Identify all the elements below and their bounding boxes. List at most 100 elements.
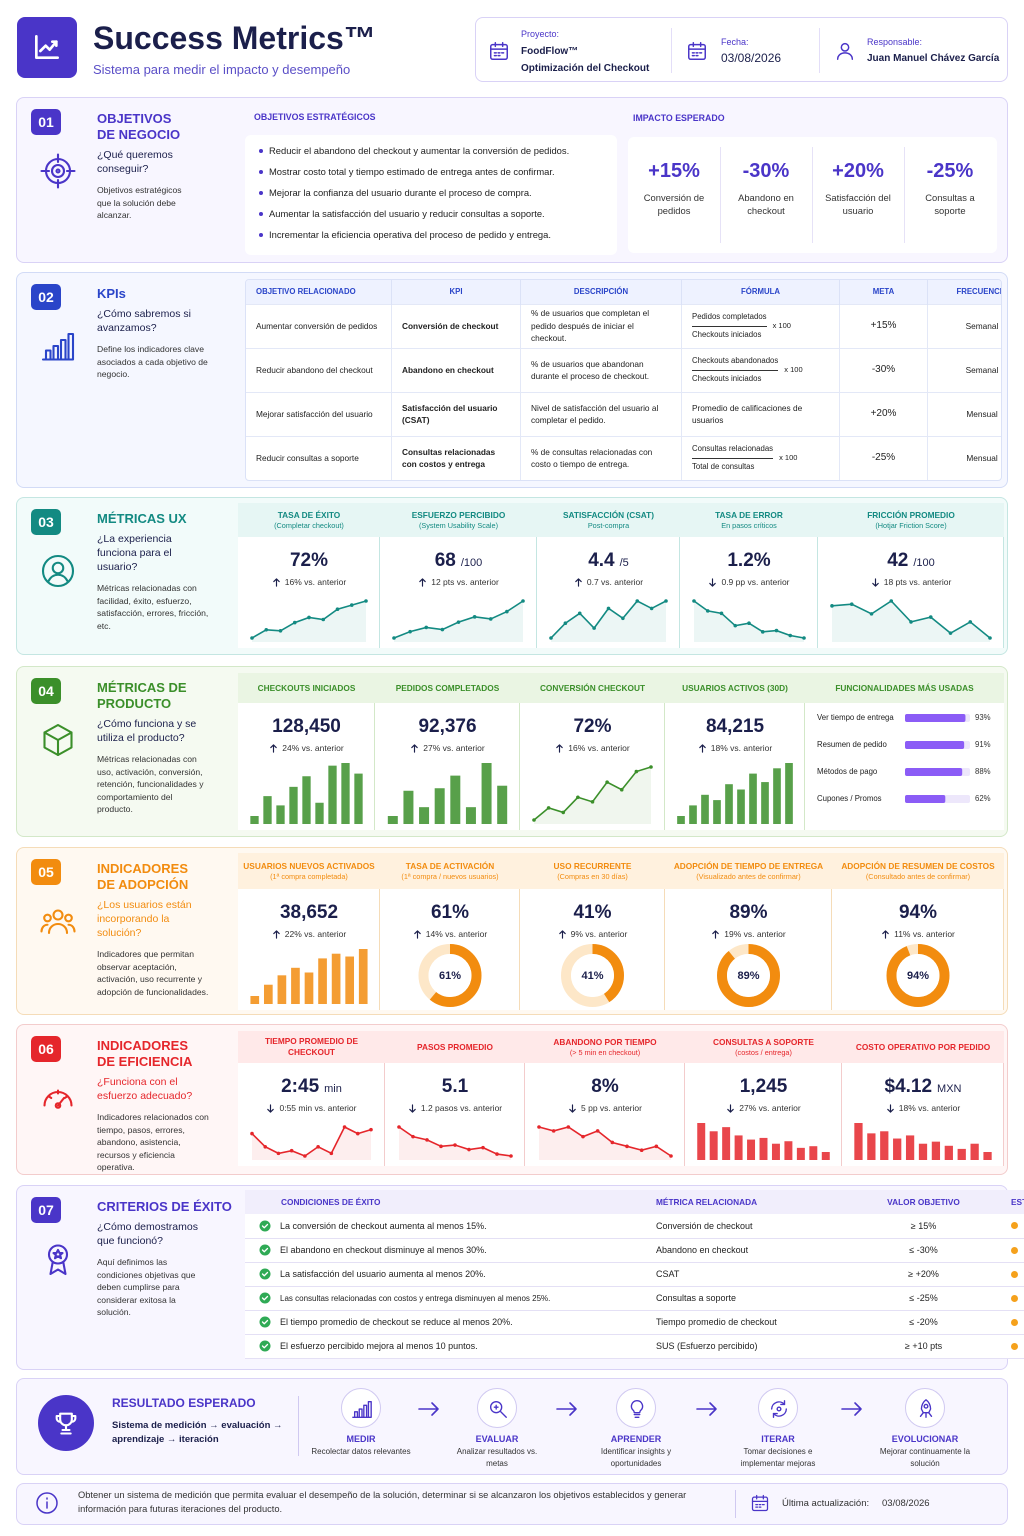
column-header: META <box>839 280 928 304</box>
chart <box>677 763 793 824</box>
change-row: 27% vs. anterior <box>685 1102 842 1114</box>
card-header: PASOS PROMEDIO <box>385 1031 525 1063</box>
cell-text: La satisfacción del usuario aumenta al m… <box>280 1269 486 1279</box>
bar <box>796 1147 805 1160</box>
chart <box>692 599 806 642</box>
objective-item: Aumentar la satisfacción del usuario y r… <box>269 208 545 219</box>
change-row: 16% vs. anterior <box>520 742 665 754</box>
metric-change: 11% vs. anterior <box>894 929 955 939</box>
point <box>988 636 992 640</box>
table-cell: % de usuarios que completan el pedido de… <box>520 304 682 348</box>
bar <box>970 1143 979 1160</box>
formula-multiplier: x 100 <box>779 453 798 462</box>
change-row: 19% vs. anterior <box>665 928 832 940</box>
cell-content: ≥ +10 pts <box>866 1341 981 1351</box>
value-row: $4.12 MXN <box>842 1075 1004 1099</box>
separator <box>904 147 905 243</box>
table-cell: ≤ -30% <box>846 1238 991 1262</box>
value-row: 89% <box>665 901 832 925</box>
table-cell: Abandono en checkout <box>636 1238 846 1262</box>
change-row: 27% vs. anterior <box>375 742 520 754</box>
status-dot <box>1011 1246 1018 1254</box>
table-cell: En progreso <box>991 1214 1024 1238</box>
card-title: USUARIOS NUEVOS ACTIVADOS <box>243 860 375 871</box>
chart <box>886 944 950 1007</box>
table-cell: Semanal <box>927 304 1001 348</box>
table-cell: La conversión de checkout aumenta al men… <box>245 1214 636 1238</box>
bar <box>734 1135 743 1160</box>
change-row: 12 pts vs. anterior <box>380 576 537 588</box>
icon-shape <box>751 1496 769 1512</box>
panel-title: OBJETIVOS ESTRATÉGICOS <box>254 112 376 122</box>
point <box>774 628 779 633</box>
metric-unit: /100 <box>460 557 483 569</box>
donut-arc <box>561 944 624 1007</box>
card-header: USUARIOS NUEVOS ACTIVADOS (1ª compra comp… <box>238 853 380 889</box>
bar <box>725 784 733 824</box>
bar <box>358 949 368 1004</box>
icon-down <box>871 577 879 587</box>
cell-text: SUS (Esfuerzo percibido) <box>656 1341 758 1351</box>
metric-change: 18% vs. anterior <box>898 1103 961 1113</box>
point <box>606 606 611 611</box>
icon-shape <box>712 929 720 939</box>
area <box>534 767 651 824</box>
change-row: 14% vs. anterior <box>380 928 520 940</box>
section <box>16 1185 1008 1370</box>
metric-change: 19% vs. anterior <box>724 929 786 939</box>
cell-content: En progreso <box>1011 1269 1024 1279</box>
bar <box>277 975 287 1004</box>
cell-content: ≤ -25% <box>866 1293 981 1303</box>
point <box>889 599 894 603</box>
metric-unit: MXN <box>937 1083 962 1095</box>
status-dot <box>1011 1222 1018 1230</box>
change-row: 11% vs. anterior <box>832 928 1004 940</box>
logo <box>17 17 77 78</box>
point <box>456 620 461 624</box>
metric-card: PEDIDOS COMPLETADOS 92,376 27% vs. anterio… <box>375 673 520 830</box>
footer-note: Obtener un sistema de medición que permi… <box>78 1490 687 1514</box>
icon-arrow <box>840 1402 862 1416</box>
metric-change: 18% vs. anterior <box>710 743 773 753</box>
label: Proyecto: <box>521 29 560 39</box>
icon-shape <box>772 1400 786 1418</box>
icon-down <box>409 1103 416 1113</box>
cell-content: ≥ 15% <box>866 1221 981 1231</box>
icon-shape <box>267 1103 275 1113</box>
card-title: CONVERSIÓN CHECKOUT <box>539 682 646 693</box>
status-dot <box>1011 1294 1018 1302</box>
metric-card: USO RECURRENTE (Compras en 30 días) 41% 9% … <box>520 853 665 1010</box>
bar <box>263 796 272 824</box>
change-row: 0.7 vs. anterior <box>537 576 680 588</box>
metric-change: 18 pts vs. anterior <box>883 577 952 587</box>
icon-people <box>40 909 76 935</box>
cell-text: El esfuerzo percibido mejora al menos 10… <box>280 1341 478 1351</box>
icon-shape <box>41 554 75 588</box>
chart <box>250 1125 373 1160</box>
metric-value: 5.1 <box>441 1076 469 1097</box>
column-header: KPI <box>391 280 521 304</box>
step-icon <box>477 1388 517 1428</box>
bar <box>773 768 781 824</box>
card-subtitle: (Visualizado antes de confirmar) <box>696 871 801 881</box>
formula-numerator: Pedidos completados <box>692 311 767 327</box>
impact-label: Consultas a soporte <box>925 192 975 216</box>
change-row: 18% vs. anterior <box>665 742 805 754</box>
table-cell: % de consultas relacionadas con costo o … <box>520 436 682 480</box>
cell-content: CSAT <box>656 1269 836 1279</box>
owner: Juan Manuel Chávez García <box>867 53 1000 64</box>
impact-label: Conversión de pedidos <box>643 192 705 216</box>
point <box>625 1144 629 1149</box>
point <box>621 616 625 621</box>
bar <box>497 785 508 824</box>
point <box>605 780 609 784</box>
table-cell: Aumentar conversión de pedidos <box>246 304 392 348</box>
point <box>719 611 724 616</box>
date: 03/08/2026 <box>721 51 782 65</box>
bar <box>304 972 314 1004</box>
point <box>592 626 596 630</box>
icon-shape <box>261 1247 269 1253</box>
point <box>830 604 834 608</box>
metric-unit: /100 <box>913 557 935 569</box>
